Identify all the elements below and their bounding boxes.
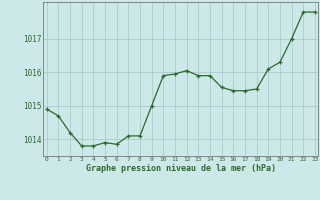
X-axis label: Graphe pression niveau de la mer (hPa): Graphe pression niveau de la mer (hPa) xyxy=(86,164,276,173)
